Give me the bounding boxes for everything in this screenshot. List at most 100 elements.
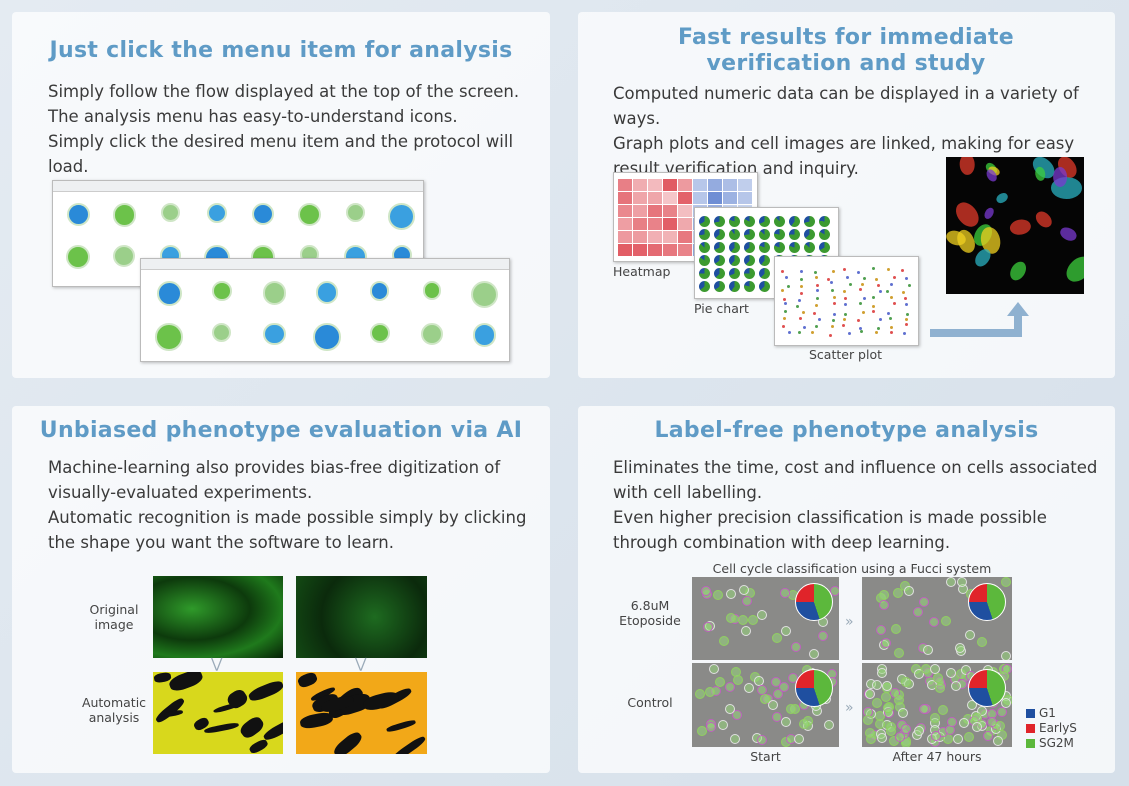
menu-icon (346, 203, 365, 222)
fucci-cell (964, 629, 975, 640)
mini-pie (744, 229, 755, 240)
scatter-dot (861, 282, 865, 286)
mini-pie (729, 242, 740, 253)
scatter-dot (818, 318, 822, 322)
heat-cell (693, 179, 707, 191)
scatter-dot (800, 277, 804, 281)
mini-pie (774, 216, 785, 227)
fucci-image (692, 577, 839, 660)
fucci-cell (1001, 577, 1012, 588)
fucci-cell (770, 676, 781, 687)
scatter-dot (878, 318, 882, 322)
heat-cell (678, 179, 692, 191)
fucci-cell (890, 623, 901, 634)
fucci-cell (808, 648, 819, 659)
scatter-plot-image (774, 256, 919, 346)
body-line: The analysis menu has easy-to-understand… (48, 107, 458, 126)
legend-swatch (1026, 709, 1035, 718)
heat-cell (633, 179, 647, 191)
fucci-cell (895, 732, 906, 742)
scatter-dot (905, 312, 909, 316)
scatter-dot (905, 318, 909, 322)
menu-icon (472, 323, 497, 347)
body-line: Even higher precision classification is … (613, 508, 1047, 552)
fucci-cell (748, 614, 759, 625)
menu-icon (422, 281, 442, 300)
fucci-cell (994, 721, 1005, 731)
fucci-cell (726, 613, 737, 624)
cell (1008, 218, 1032, 237)
mini-pie (744, 216, 755, 227)
fucci-cell (872, 679, 883, 690)
fucci-cell (862, 714, 873, 725)
fucci-pie (795, 669, 833, 707)
fucci-cell (903, 586, 914, 597)
legend-label: SG2M (1039, 736, 1074, 750)
fucci-cell (957, 577, 968, 588)
scatter-dot (871, 295, 875, 299)
fucci-cell (696, 726, 707, 737)
heat-cell (678, 192, 692, 204)
scatter-dot (831, 288, 835, 292)
scatter-dot (856, 270, 860, 274)
body-line: Simply click the desired menu item and t… (48, 132, 514, 176)
fucci-cell (880, 638, 891, 649)
scatter-dot (798, 298, 802, 302)
panel-body: Eliminates the time, cost and influence … (613, 455, 1098, 555)
scatter-dot (889, 296, 893, 299)
scatter-dot (871, 267, 875, 271)
scatter-dot (813, 270, 817, 274)
fucci-cell (705, 687, 716, 698)
mini-pie (714, 255, 725, 266)
mini-pie (729, 255, 740, 266)
mask-blob (331, 729, 366, 754)
fucci-cell (715, 677, 726, 688)
scatter-dot (781, 270, 785, 274)
menu-icon (113, 245, 136, 268)
scatter-dot (787, 284, 791, 288)
scatter-dot (826, 277, 830, 281)
panel-body: Computed numeric data can be displayed i… (613, 81, 1093, 181)
menu-icon (388, 203, 416, 230)
original-image (153, 576, 283, 658)
heat-cell (738, 192, 752, 204)
mini-pie (744, 242, 755, 253)
analysis-image (296, 672, 427, 754)
panel (578, 406, 1115, 773)
scatter-dot (859, 326, 863, 330)
scatter-dot (798, 316, 802, 320)
fucci-image (692, 663, 839, 747)
scatter-dot (832, 318, 836, 322)
row-label: 6.8uM Etoposide (619, 598, 681, 628)
heat-cell (663, 179, 677, 191)
fucci-cell (940, 615, 951, 626)
menu-icon (369, 281, 390, 301)
heat-cell (663, 192, 677, 204)
scatter-dot (782, 297, 786, 301)
fucci-cell (739, 584, 750, 595)
mini-pie (729, 268, 740, 279)
fucci-pie (968, 583, 1006, 621)
mini-pie (759, 216, 770, 227)
mask-blob (247, 737, 269, 754)
right-chevron: » (845, 700, 854, 716)
fucci-cell (958, 717, 969, 728)
menu-icon (421, 323, 444, 346)
scatter-dot (886, 289, 890, 293)
fucci-cell (945, 668, 956, 679)
fucci-cell (982, 730, 993, 741)
scatter-dot (847, 332, 851, 336)
mini-pie (699, 229, 710, 240)
mini-pie (714, 229, 725, 240)
scatter-dot (783, 302, 787, 306)
mini-pie (699, 255, 710, 266)
scatter-dot (857, 318, 861, 322)
fucci-cell (953, 734, 964, 745)
fucci-cell (876, 733, 887, 743)
mask-blob (237, 713, 266, 741)
scatter-dot (848, 283, 852, 287)
heat-cell (723, 192, 737, 204)
fucci-cell (757, 685, 768, 696)
scatter-dot (783, 309, 787, 313)
heat-cell (708, 179, 722, 191)
